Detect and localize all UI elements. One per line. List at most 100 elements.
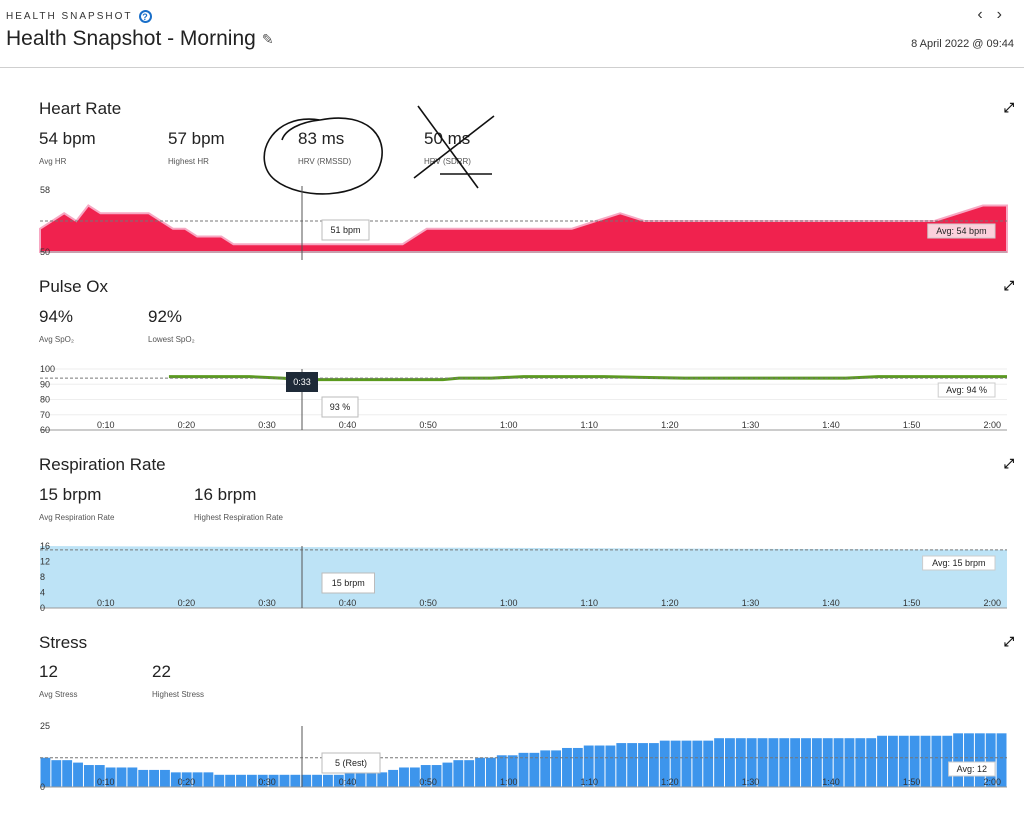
heart-rate-title: Heart Rate: [39, 99, 122, 118]
pulse-ox-x-tick: 2:00: [983, 420, 1001, 430]
stress-bar: [105, 767, 116, 787]
stress-bar: [170, 772, 181, 787]
stress-x-tick: 1:10: [581, 777, 599, 787]
chevron-left-icon[interactable]: ‹: [977, 6, 983, 23]
stress-bar: [594, 745, 605, 787]
stress-bar: [725, 738, 735, 787]
lowest-spo2-label: Lowest SpO₂: [148, 335, 195, 344]
stress-bar: [377, 772, 388, 787]
pulse-ox-chart[interactable]: 60 70 80 90 100 0:10 0:20 0:30 0:40 0:50 1:00 1:10 1…: [0, 360, 1024, 440]
stress-x-tick: 1:40: [822, 777, 840, 787]
stress-bar: [399, 767, 409, 787]
stress-expand-icon[interactable]: ⤢: [1003, 634, 1014, 649]
stress-bar: [985, 733, 996, 787]
stress-bar: [236, 774, 246, 787]
highest-stress-value: 22: [152, 662, 171, 681]
chevron-right-icon[interactable]: ›: [996, 6, 1002, 23]
respiration-expand-icon[interactable]: ⤢: [1003, 456, 1014, 471]
highest-resp-label: Highest Respiration Rate: [194, 513, 283, 522]
stress-bar: [692, 740, 703, 787]
pulse-ox-y-tick: 80: [40, 395, 50, 405]
pulse-ox-x-tick: 1:30: [742, 420, 760, 430]
pulse-ox-x-tick: 0:30: [258, 420, 276, 430]
stress-bar: [355, 772, 366, 787]
stress-bar: [127, 767, 138, 787]
stress-bar: [268, 774, 279, 787]
stress-x-tick: 1:00: [500, 777, 518, 787]
stress-bar: [572, 747, 583, 787]
stress-bar: [757, 738, 768, 787]
pulse-ox-tooltip: 93 %: [330, 402, 351, 412]
hrv-rmssd-label: HRV (RMSSD): [298, 157, 352, 166]
stress-bar: [866, 738, 877, 787]
stress-bar: [51, 760, 62, 787]
stress-bar: [768, 738, 779, 787]
lowest-spo2-value: 92%: [148, 307, 183, 326]
respiration-y-tick: 12: [40, 557, 50, 567]
stress-avg-badge: [948, 761, 996, 777]
stress-bar: [62, 760, 73, 787]
stress-bar: [333, 774, 344, 787]
heart-rate-y-tick: 50: [40, 247, 50, 257]
stress-bar: [257, 774, 268, 787]
stress-avg-label: Avg: 12: [957, 764, 987, 774]
stress-bar: [898, 735, 909, 787]
stress-bar: [996, 733, 1007, 787]
pencil-icon[interactable]: ✎: [261, 30, 274, 47]
pulse-ox-y-tick: 100: [40, 364, 55, 374]
help-icon[interactable]: ?: [138, 10, 152, 23]
stress-bar: [779, 738, 790, 787]
heart-rate-tooltip-box: [321, 219, 370, 241]
respiration-x-tick: 1:30: [742, 598, 760, 608]
stress-bar: [974, 733, 985, 787]
hrv-circle-annotation: [263, 117, 383, 195]
stress-bar: [551, 750, 562, 787]
stress-bar: [681, 740, 692, 787]
stress-bar: [431, 765, 442, 787]
stress-bar: [638, 743, 648, 787]
stress-bar: [344, 772, 355, 787]
stress-bar: [670, 740, 681, 787]
stress-tooltip: 5 (Rest): [335, 758, 367, 768]
stress-bar: [73, 762, 83, 787]
pulse-ox-expand-icon[interactable]: ⤢: [1003, 278, 1014, 293]
respiration-y-tick: 4: [40, 588, 45, 598]
pulse-ox-x-tick: 1:20: [661, 420, 679, 430]
respiration-x-tick: 2:00: [983, 598, 1001, 608]
stress-bar: [279, 774, 290, 787]
respiration-y-tick: 8: [40, 572, 45, 582]
heart-rate-expand-icon[interactable]: ⤢: [1003, 100, 1014, 115]
stress-bar: [225, 774, 236, 787]
avg-hr-value: 54 bpm: [39, 129, 96, 148]
respiration-x-tick: 0:50: [419, 598, 437, 608]
snapshot-nav: ‹ ›: [977, 6, 1002, 24]
respiration-chart[interactable]: 0 4 8 12 16 0:10 0:20 0:30 0:40 0:50 1:00 1:10 1:20 1…: [0, 538, 1024, 618]
stress-bar: [149, 769, 160, 787]
stress-bar: [822, 738, 833, 787]
avg-spo2-label: Avg SpO₂: [39, 335, 74, 344]
stress-bar: [496, 755, 507, 787]
hrv-cross-annotation: [413, 105, 495, 189]
stress-bar: [942, 735, 953, 787]
page-title-text: Health Snapshot - Morning: [6, 27, 256, 50]
hrv-rmssd-value: 83 ms: [298, 129, 345, 148]
avg-hr-label: Avg HR: [39, 157, 67, 166]
stress-x-tick: 1:20: [661, 777, 679, 787]
pulse-ox-avg-label: Avg: 94 %: [946, 385, 987, 395]
stress-x-tick: 0:30: [258, 777, 276, 787]
stress-bar: [475, 757, 485, 787]
stress-chart[interactable]: 0 25 0:10 0:20 0:30 0:40 0:50 1:00 1:10 1:20 1:30 1…: [0, 716, 1024, 796]
stress-bar: [790, 738, 801, 787]
respiration-x-tick: 1:40: [822, 598, 840, 608]
respiration-tooltip-box: [321, 572, 375, 594]
heart-rate-chart[interactable]: 50 58 51 bpm Avg: 54 bpm: [0, 180, 1024, 270]
stress-bar: [627, 743, 638, 787]
stress-bar: [605, 745, 616, 787]
stress-bar: [409, 767, 420, 787]
stress-bar: [388, 769, 399, 787]
respiration-x-tick: 0:20: [178, 598, 196, 608]
stress-y-tick: 25: [40, 721, 50, 731]
highest-stress-label: Highest Stress: [152, 690, 205, 699]
pulse-ox-tooltip-box: [321, 396, 359, 418]
avg-stress-value: 12: [39, 662, 58, 681]
